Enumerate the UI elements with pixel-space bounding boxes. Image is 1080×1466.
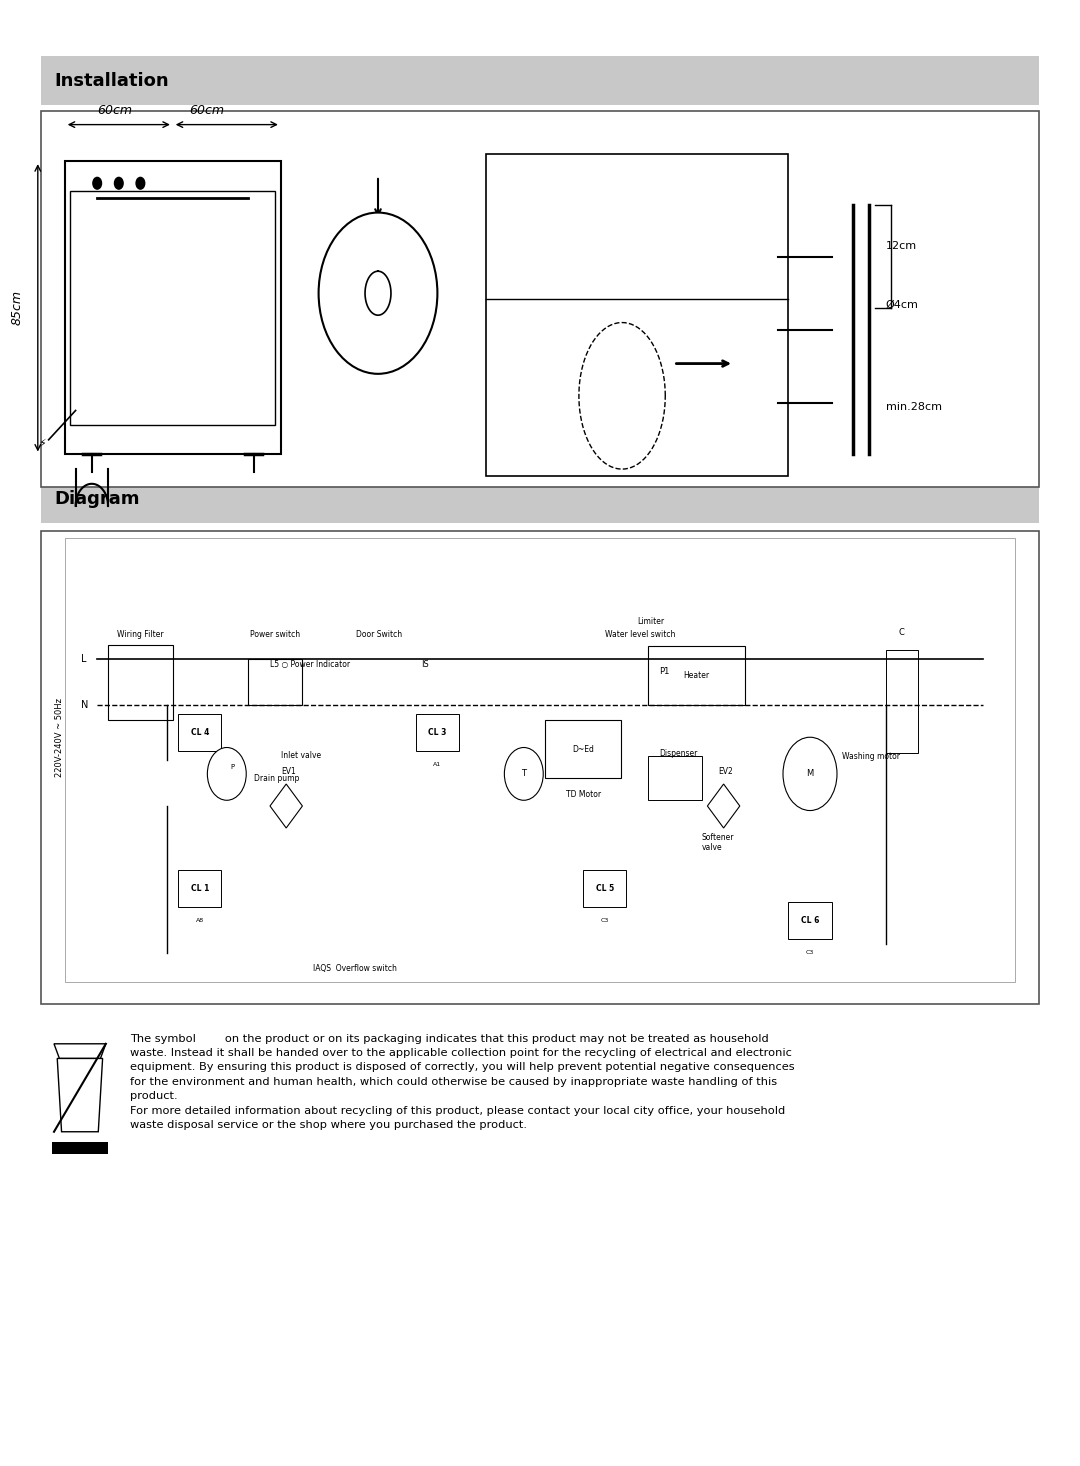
Bar: [178, 871, 221, 907]
Text: M: M: [807, 770, 813, 778]
Text: C3: C3: [806, 950, 814, 954]
Text: 85cm: 85cm: [11, 290, 24, 325]
Bar: [486, 154, 788, 476]
Text: Water level switch: Water level switch: [605, 630, 675, 639]
FancyBboxPatch shape: [41, 475, 1039, 523]
Text: CL 1: CL 1: [190, 884, 210, 893]
Bar: [65, 161, 281, 454]
Bar: [886, 649, 918, 752]
Bar: [52, 1142, 108, 1154]
Polygon shape: [270, 784, 302, 828]
Text: L: L: [81, 654, 86, 664]
Text: 60cm: 60cm: [189, 104, 224, 117]
Text: Washing motor: Washing motor: [842, 752, 901, 761]
Text: CL 3: CL 3: [428, 729, 447, 737]
Circle shape: [114, 177, 123, 189]
Text: Drain pump: Drain pump: [254, 774, 299, 783]
Text: TD Motor: TD Motor: [566, 790, 600, 799]
Text: Softener
valve: Softener valve: [702, 833, 734, 852]
Bar: [178, 714, 221, 751]
Text: Dispenser: Dispenser: [659, 749, 698, 758]
Text: Diagram: Diagram: [54, 490, 139, 509]
Text: 12cm: 12cm: [886, 242, 917, 251]
Circle shape: [504, 748, 543, 800]
Text: CL 5: CL 5: [596, 884, 613, 893]
Polygon shape: [54, 1044, 106, 1058]
Circle shape: [207, 748, 246, 800]
Text: Power switch: Power switch: [251, 630, 300, 639]
Text: A8: A8: [195, 918, 204, 922]
Text: Door Switch: Door Switch: [356, 630, 403, 639]
Text: CL 4: CL 4: [190, 729, 210, 737]
FancyBboxPatch shape: [41, 531, 1039, 1004]
Text: EV2: EV2: [718, 767, 733, 776]
Circle shape: [319, 213, 437, 374]
Bar: [583, 871, 626, 907]
Bar: [108, 645, 173, 720]
Polygon shape: [707, 784, 740, 828]
Bar: [648, 756, 702, 800]
Text: Wiring Filter: Wiring Filter: [117, 630, 164, 639]
Text: T: T: [522, 770, 526, 778]
Text: IAQS  Overflow switch: IAQS Overflow switch: [313, 965, 397, 973]
Text: The symbol        on the product or on its packaging indicates that this product: The symbol on the product or on its pack…: [130, 1034, 794, 1130]
Text: C: C: [899, 629, 905, 638]
Text: C3: C3: [600, 918, 609, 922]
Circle shape: [93, 177, 102, 189]
FancyBboxPatch shape: [41, 111, 1039, 487]
Text: Ø4cm: Ø4cm: [886, 301, 918, 309]
Bar: [65, 538, 1015, 982]
Bar: [545, 720, 621, 778]
Text: L5 ○ Power Indicator: L5 ○ Power Indicator: [270, 660, 350, 668]
Bar: [648, 647, 745, 705]
Text: N: N: [81, 701, 89, 710]
Text: 60cm: 60cm: [97, 104, 132, 117]
Text: P1: P1: [659, 667, 670, 676]
Text: CL 6: CL 6: [800, 916, 820, 925]
Text: Heater: Heater: [684, 671, 710, 680]
Text: D~Ed: D~Ed: [572, 745, 594, 754]
Text: min.28cm: min.28cm: [886, 403, 942, 412]
FancyBboxPatch shape: [41, 56, 1039, 106]
Bar: [248, 660, 302, 705]
Text: Installation: Installation: [54, 72, 168, 89]
Polygon shape: [57, 1058, 103, 1132]
Circle shape: [136, 177, 145, 189]
Text: ⚡: ⚡: [38, 440, 45, 449]
Text: P: P: [230, 764, 234, 770]
Circle shape: [783, 737, 837, 811]
Bar: [416, 714, 459, 751]
Text: 220V-240V ~ 50Hz: 220V-240V ~ 50Hz: [55, 698, 64, 777]
Text: EV1: EV1: [281, 767, 296, 776]
Text: A1: A1: [433, 761, 442, 767]
Bar: [788, 903, 832, 940]
Text: IS: IS: [421, 660, 429, 668]
Bar: [70, 191, 275, 425]
Text: Inlet valve: Inlet valve: [281, 751, 321, 759]
Text: Limiter: Limiter: [637, 617, 664, 626]
